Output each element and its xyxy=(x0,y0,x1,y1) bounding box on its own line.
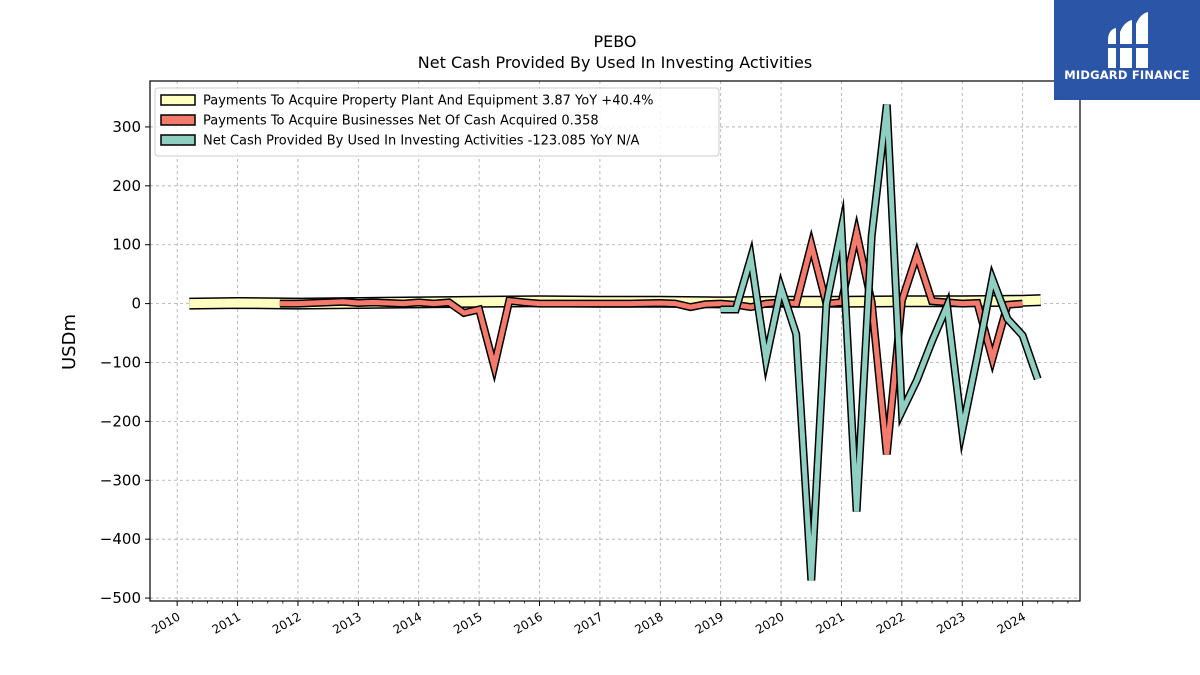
y-tick-label: 0 xyxy=(131,295,141,313)
chart-subtitle: Net Cash Provided By Used In Investing A… xyxy=(418,53,812,72)
x-tick-label: 2012 xyxy=(270,609,303,636)
series-layer xyxy=(189,104,1042,581)
series-2-line xyxy=(279,221,1023,455)
x-tick-label: 2024 xyxy=(995,609,1028,636)
x-tick-label: 2015 xyxy=(451,609,484,636)
x-tick-label: 2017 xyxy=(572,609,605,636)
legend-label-1: Payments To Acquire Property Plant And E… xyxy=(203,94,654,109)
x-tick-label: 2022 xyxy=(874,609,907,636)
y-tick-label: −100 xyxy=(100,353,141,371)
grid-lines xyxy=(150,81,1080,601)
series-3-line xyxy=(720,104,1041,581)
legend-swatch-2 xyxy=(160,114,196,126)
x-tick-label: 2013 xyxy=(330,609,363,636)
legend: Payments To Acquire Property Plant And E… xyxy=(154,87,720,157)
x-tick-label: 2010 xyxy=(149,609,182,636)
y-axis-label: USDm xyxy=(59,314,80,370)
brand-name: MIDGARD FINANCE xyxy=(1064,68,1190,82)
y-tick-label: 200 xyxy=(112,177,141,195)
chart-title: PEBO xyxy=(593,32,636,51)
y-tick-label: 300 xyxy=(112,118,141,136)
x-tick-label: 2016 xyxy=(512,609,545,636)
legend-swatch-3 xyxy=(160,134,196,146)
legend-label-2: Payments To Acquire Businesses Net Of Ca… xyxy=(203,114,599,129)
x-tick-label: 2014 xyxy=(391,609,424,636)
y-tick-label: −400 xyxy=(100,530,141,548)
y-tick-label: −300 xyxy=(100,471,141,489)
x-tick-label: 2018 xyxy=(632,609,665,636)
y-tick-label: −500 xyxy=(100,589,141,607)
y-axis: −500 −400 −300 −200 −100 0 100 200 300 xyxy=(100,118,150,607)
x-tick-label: 2020 xyxy=(753,609,786,636)
legend-box xyxy=(154,87,720,157)
x-tick-label: 2023 xyxy=(934,609,967,636)
legend-swatch-1 xyxy=(160,94,196,106)
x-axis: 2010 2011 2012 2013 2014 2015 2016 2017 2018 2019… xyxy=(149,601,1069,637)
y-tick-label: −200 xyxy=(100,412,141,430)
brand-logo: MIDGARD FINANCE xyxy=(1054,0,1200,100)
legend-label-3: Net Cash Provided By Used In Investing A… xyxy=(203,134,640,149)
midgard-logo-icon xyxy=(1108,12,1148,68)
x-tick-label: 2011 xyxy=(210,609,243,636)
x-tick-label: 2021 xyxy=(814,609,847,636)
y-tick-label: 100 xyxy=(112,236,141,254)
plot-frame xyxy=(149,80,1081,602)
x-tick-label: 2019 xyxy=(693,609,726,636)
